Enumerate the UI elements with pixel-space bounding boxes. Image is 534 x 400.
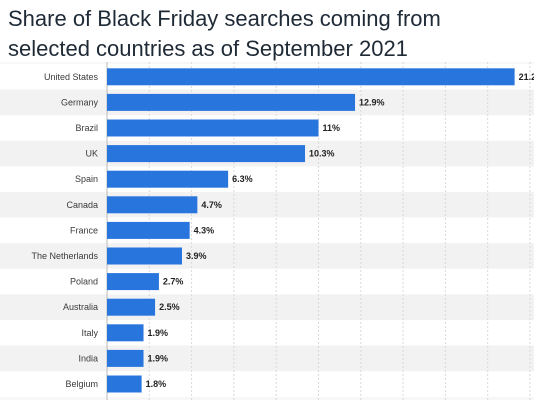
value-label: 12.9% [359, 97, 385, 107]
row-stripe [0, 320, 534, 346]
bar [107, 349, 144, 367]
value-label: 2.5% [159, 302, 180, 312]
bar [107, 196, 198, 214]
category-label: Poland [70, 277, 98, 287]
category-label: France [70, 225, 98, 235]
value-label: 4.3% [194, 225, 215, 235]
bar [107, 68, 515, 86]
value-label: 21.2% [519, 72, 534, 82]
value-label: 1.8% [146, 379, 167, 389]
bar [107, 247, 182, 265]
bar [107, 170, 229, 188]
bar [107, 93, 356, 111]
value-label: 1.9% [148, 353, 169, 363]
bar [107, 375, 142, 393]
category-label: The Netherlands [31, 251, 98, 261]
bar [107, 221, 190, 239]
category-label: Belgium [65, 379, 98, 389]
category-label: Brazil [75, 123, 98, 133]
row-stripe [0, 192, 534, 218]
bar [107, 119, 319, 137]
category-label: India [78, 353, 98, 363]
category-label: Spain [75, 174, 98, 184]
category-label: Australia [63, 302, 98, 312]
value-label: 4.7% [201, 200, 222, 210]
chart-title: Share of Black Friday searches coming fr… [8, 6, 441, 61]
bar [107, 298, 156, 316]
bar [107, 273, 159, 291]
value-label: 2.7% [163, 277, 184, 287]
value-label: 10.3% [309, 149, 335, 159]
bar-chart: United States 21.2% Germany 12.9% Brazil 11% U… [0, 62, 534, 400]
category-label: Italy [81, 328, 98, 338]
chart-area: United States 21.2% Germany 12.9% Brazil 11% U… [0, 62, 534, 400]
category-label: Germany [61, 97, 99, 107]
bar [107, 145, 306, 163]
category-label: UK [85, 149, 98, 159]
value-label: 3.9% [186, 251, 207, 261]
category-label: United States [44, 72, 99, 82]
value-label: 6.3% [232, 174, 253, 184]
bar [107, 324, 144, 342]
value-label: 1.9% [148, 328, 169, 338]
category-label: Canada [66, 200, 98, 210]
value-label: 11% [323, 123, 341, 133]
